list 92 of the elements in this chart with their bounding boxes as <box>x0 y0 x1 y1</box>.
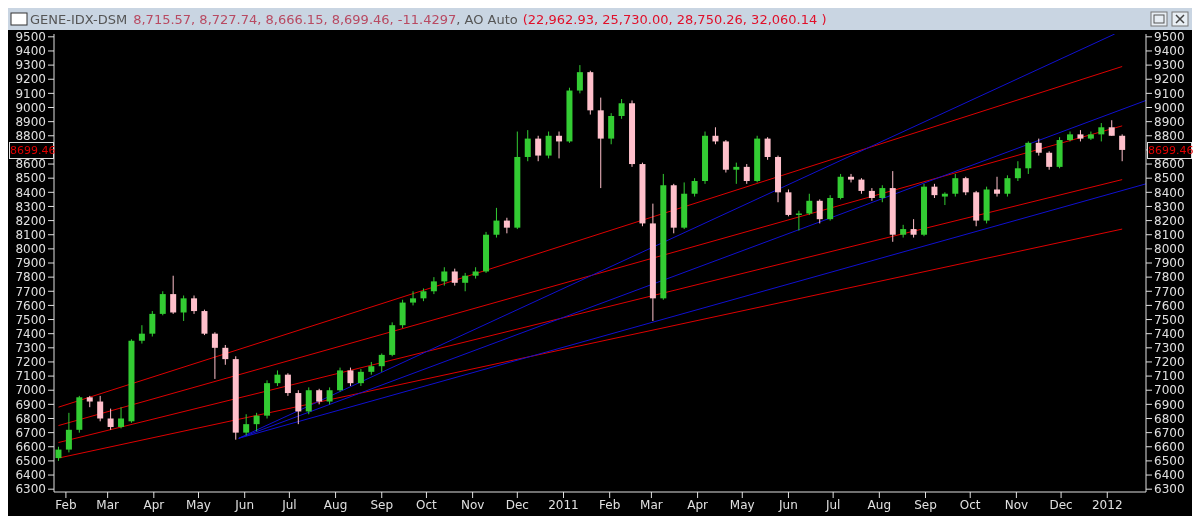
x-tick-label: Jul <box>281 497 297 512</box>
y2-tick-label: 8200 <box>1154 213 1185 228</box>
y-tick-label: 8500 <box>15 171 46 186</box>
text: (22,962.93, 25,730.00, 28,750.26, 32,060.14 ) <box>522 11 827 27</box>
y2-tick-label: 6800 <box>1154 411 1185 426</box>
x-tick-label: Aug <box>323 497 348 512</box>
y2-tick-label: 9200 <box>1154 72 1185 87</box>
x-tick-label: Nov <box>460 497 485 512</box>
y-tick-label: 7200 <box>15 355 46 370</box>
y-tick-label: 8400 <box>15 185 46 200</box>
y2-tick-label: 6500 <box>1154 454 1185 469</box>
y-tick-label: 8900 <box>15 114 46 129</box>
y-tick-label: 6800 <box>15 411 46 426</box>
y-tick-label: 7100 <box>15 369 46 384</box>
y-tick-label: 6500 <box>15 454 46 469</box>
y2-tick-label: 9000 <box>1154 100 1185 115</box>
y-tick-label: 6600 <box>15 440 46 455</box>
y-tick-label: 6700 <box>15 425 46 440</box>
y2-tick-label: 7300 <box>1154 341 1185 356</box>
y-tick-label: 7300 <box>15 341 46 356</box>
y2-tick-label: 9100 <box>1154 86 1185 101</box>
y-tick-label: 8300 <box>15 199 46 214</box>
y2-tick-label: 6400 <box>1154 468 1185 483</box>
x-tick-label: Feb <box>55 497 77 512</box>
x-tick-label: Mar <box>640 497 663 512</box>
y2-tick-label: 6900 <box>1154 397 1185 412</box>
y2-tick-label: 9300 <box>1154 58 1185 73</box>
y-tick-label: 7000 <box>15 383 46 398</box>
x-tick-label: Dec <box>505 497 529 512</box>
y2-tick-label: 8300 <box>1154 199 1185 214</box>
y2-tick-label: 8000 <box>1154 242 1185 257</box>
y2-tick-label: 7400 <box>1154 326 1185 341</box>
y2-tick-label: 6600 <box>1154 440 1185 455</box>
x-tick-label: Jun <box>234 497 255 512</box>
y-tick-label: 7900 <box>15 256 46 271</box>
y2-tick-label: 7500 <box>1154 312 1185 327</box>
x-tick-label: 2011 <box>548 497 579 512</box>
x-tick-label: Sep <box>914 497 937 512</box>
x-tick-label: Oct <box>416 497 438 512</box>
y-tick-label: 9100 <box>15 86 46 101</box>
x-tick-label: Aug <box>867 497 892 512</box>
y-tick-label: 9500 <box>15 30 46 45</box>
x-tick-label: Oct <box>959 497 981 512</box>
y2-tick-label: 8600 <box>1154 157 1185 172</box>
y2-tick-label: 8800 <box>1154 129 1185 144</box>
x-tick-label: Sep <box>370 497 394 512</box>
x-tick-label: Jul <box>824 497 841 512</box>
y-tick-label: 8600 <box>15 157 46 172</box>
y2-tick-label: 9500 <box>1154 30 1185 45</box>
x-tick-label: Nov <box>1004 497 1029 512</box>
x-tick-label: Apr <box>687 497 709 512</box>
y2-tick-label: 8500 <box>1154 171 1185 186</box>
y2-tick-label: 8400 <box>1154 185 1185 200</box>
y-tick-label: 9000 <box>15 100 46 115</box>
chart-subtitle: 8,715.57, 8,727.74, 8,666.15, 8,699.46, -11.4297 <box>133 11 457 27</box>
y2-tick-label: 7800 <box>1154 270 1185 285</box>
x-tick-label: 2012 <box>1091 497 1123 512</box>
y2-tick-label: 9400 <box>1154 44 1185 59</box>
x-tick-label: Feb <box>599 497 621 512</box>
y2-tick-label: 6700 <box>1154 425 1185 440</box>
y-tick-label: 6400 <box>15 468 46 483</box>
y-tick-label: 9200 <box>15 72 46 87</box>
y-tick-label: 6300 <box>15 482 46 497</box>
chart-title: GENE-IDX-DSM <box>30 11 128 27</box>
y2-tick-label: 6300 <box>1154 482 1185 497</box>
y-tick-label: 7700 <box>15 284 46 299</box>
y-tick-label: 6900 <box>15 397 46 412</box>
y2-tick-label: 7600 <box>1154 298 1185 313</box>
x-tick-label: Jun <box>778 497 798 512</box>
y-tick-label: 8200 <box>15 213 46 228</box>
text: , AO Auto <box>456 11 518 27</box>
y2-tick-label: 8900 <box>1154 114 1185 129</box>
y-tick-label: 8800 <box>15 129 46 144</box>
y-tick-label: 9300 <box>15 58 46 73</box>
x-tick-label: Apr <box>143 497 165 512</box>
y-tick-label: 7800 <box>15 270 46 285</box>
y2-tick-label: 7000 <box>1154 383 1185 398</box>
x-tick-label: Mar <box>96 497 120 512</box>
x-tick-label: May <box>186 497 211 512</box>
y2-tick-label: 7100 <box>1154 369 1185 384</box>
y2-tick-label: 7200 <box>1154 355 1185 370</box>
x-tick-label: May <box>729 497 755 512</box>
y-tick-label: 8100 <box>15 227 46 242</box>
y-tick-label: 7600 <box>15 298 46 313</box>
y2-tick-label: 7900 <box>1154 256 1185 271</box>
y-tick-label: 7400 <box>15 326 46 341</box>
y-tick-label: 9400 <box>15 44 46 59</box>
x-tick-label: Dec <box>1049 497 1073 512</box>
y2-tick-label: 7700 <box>1154 284 1185 299</box>
y2-tick-label: 8100 <box>1154 227 1185 242</box>
y-tick-label: 8000 <box>15 242 46 257</box>
y-tick-label: 7500 <box>15 312 46 327</box>
